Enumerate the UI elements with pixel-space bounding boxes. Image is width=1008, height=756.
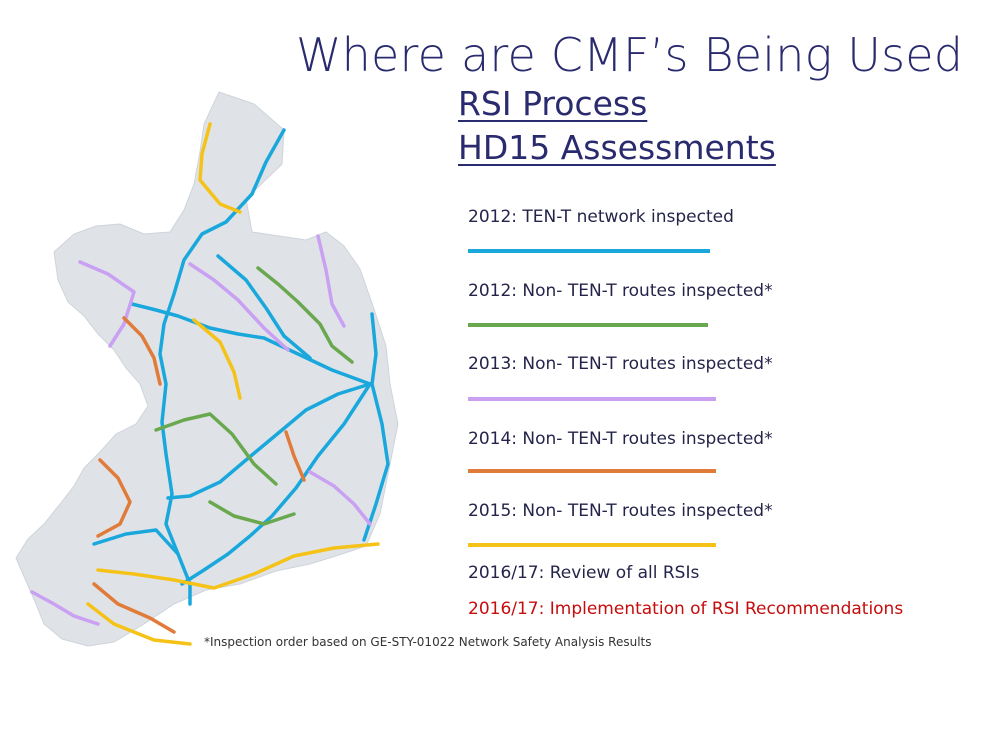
route-blue-midlands	[216, 254, 312, 360]
route-orange-west	[122, 316, 162, 386]
ireland-road-map	[15, 91, 399, 647]
legend-line-orange	[468, 469, 716, 473]
subtitle-rsi-process: RSI Process	[458, 84, 648, 123]
page-title: Where are CMF’s Being Used	[296, 28, 964, 82]
route-orange-south	[92, 582, 176, 634]
route-green-midland	[154, 412, 278, 486]
subtitle-hd15-assessments: HD15 Assessments	[458, 128, 776, 167]
legend-label-2013-non-ten-t: 2013: Non- TEN-T routes inspected*	[468, 354, 773, 374]
route-purple-southwest	[30, 590, 100, 626]
note-implementation-rsi: 2016/17: Implementation of RSI Recommend…	[468, 599, 904, 619]
route-yellow-southcoast	[86, 602, 192, 646]
legend-line-purple	[468, 397, 716, 401]
route-purple-north	[188, 262, 290, 352]
route-yellow-south	[96, 542, 380, 590]
legend-label-2014-non-ten-t: 2014: Non- TEN-T routes inspected*	[468, 429, 773, 449]
legend-line-blue	[468, 249, 710, 253]
route-blue-southwest	[92, 528, 192, 606]
route-blue-dublin-cork	[180, 382, 372, 586]
route-green-northeast	[256, 266, 354, 364]
route-orange-southwest	[96, 458, 132, 538]
route-blue-north	[158, 128, 286, 556]
legend-line-green	[468, 323, 708, 327]
route-blue-dublin-limerick	[166, 382, 372, 500]
footnote: *Inspection order based on GE-STY-01022 …	[204, 635, 652, 649]
route-yellow-mid	[192, 318, 242, 400]
route-blue-dublin-galway	[130, 302, 372, 386]
route-purple-east	[316, 234, 346, 328]
route-green-south	[208, 500, 296, 526]
ireland-landmass	[15, 91, 399, 647]
route-yellow-donegal	[198, 122, 242, 214]
legend-line-yellow	[468, 543, 716, 547]
legend-label-2015-non-ten-t: 2015: Non- TEN-T routes inspected*	[468, 501, 773, 521]
legend-label-2012-non-ten-t: 2012: Non- TEN-T routes inspected*	[468, 281, 773, 301]
legend-label-2012-ten-t: 2012: TEN-T network inspected	[468, 207, 734, 227]
route-purple-southeast	[308, 470, 372, 526]
route-orange-east	[284, 430, 306, 482]
route-blue-east-coast	[362, 312, 390, 542]
route-purple-west	[78, 260, 136, 348]
note-review-rsis: 2016/17: Review of all RSIs	[468, 563, 700, 583]
